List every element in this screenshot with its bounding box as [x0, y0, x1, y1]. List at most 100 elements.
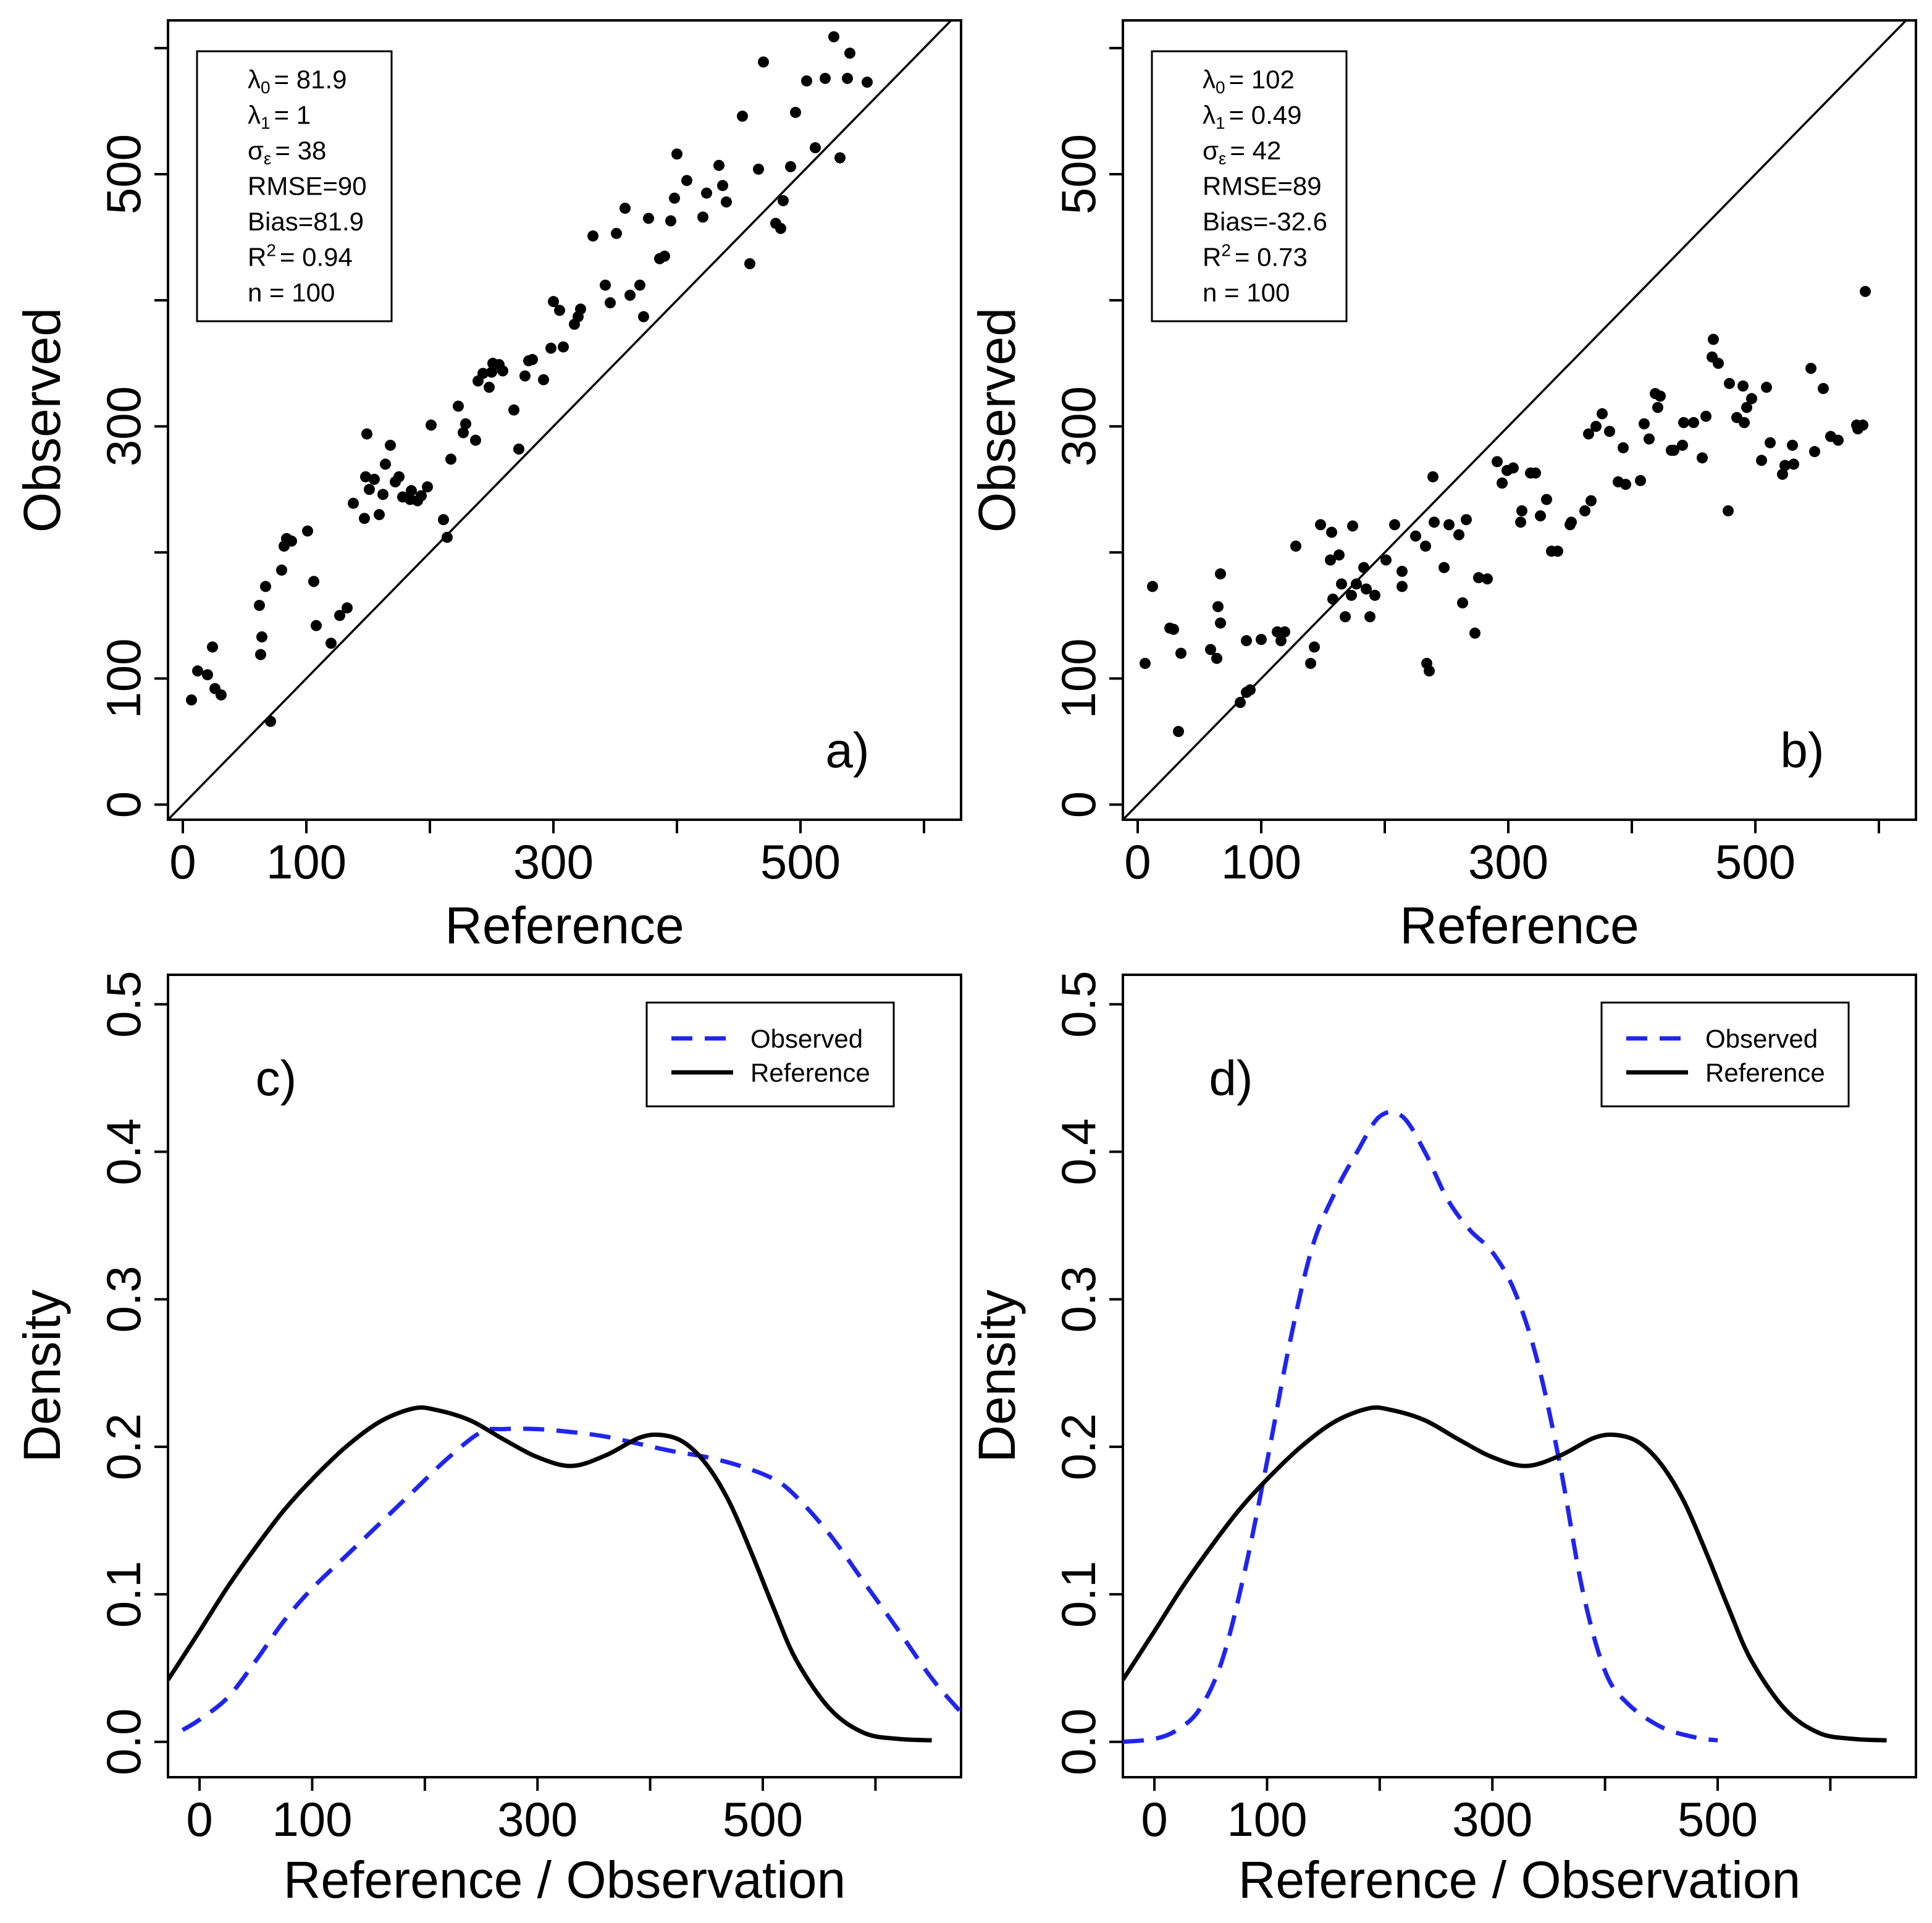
stats-symbol: R: [1203, 243, 1221, 272]
data-point: [1552, 545, 1563, 557]
stats-line: σε = 38: [248, 136, 326, 168]
data-point: [1515, 516, 1526, 528]
data-point: [308, 576, 319, 587]
data-point: [442, 531, 453, 543]
data-point: [192, 665, 203, 677]
legend-label: Reference: [750, 1058, 870, 1087]
data-point: [1457, 597, 1468, 608]
stats-line: Bias=81.9: [248, 207, 364, 236]
x-tick-label: 0: [186, 1792, 212, 1846]
data-point: [1427, 471, 1438, 482]
data-point: [1713, 358, 1724, 369]
stats-value: = 42: [1230, 136, 1281, 165]
data-point: [842, 72, 853, 84]
stats-symbol: n = 100: [1203, 278, 1290, 307]
data-point: [422, 481, 433, 493]
stats-line: Bias=-32.6: [1203, 207, 1327, 236]
y-tick-label: 0.1: [1051, 1561, 1106, 1628]
x-tick-label: 300: [513, 835, 594, 889]
data-point: [1396, 565, 1408, 577]
panel-a: 0 100 300 500 Reference 0 100 300 500 Observed a) λ…: [13, 19, 962, 954]
data-point: [697, 211, 708, 223]
data-point: [844, 48, 855, 59]
y-tick-label: 100: [1051, 638, 1106, 718]
data-point: [1473, 572, 1484, 584]
data-point: [1833, 434, 1844, 446]
x-tick-label: 300: [1452, 1792, 1532, 1846]
data-point: [527, 354, 538, 366]
data-point: [1655, 390, 1666, 402]
data-point: [1215, 568, 1226, 580]
data-point: [538, 374, 549, 385]
data-point: [1860, 285, 1871, 297]
x-axis-label: Reference: [445, 896, 684, 954]
data-point: [778, 195, 789, 206]
data-point: [1482, 573, 1493, 585]
data-point: [302, 525, 313, 537]
data-point: [1358, 562, 1369, 573]
data-point: [1818, 382, 1829, 394]
plot-area: [168, 1405, 961, 1743]
stats-subscript: 1: [1216, 114, 1225, 133]
data-point: [1429, 516, 1440, 528]
x-tick-label: 300: [1468, 835, 1548, 889]
panel-label: b): [1780, 723, 1824, 778]
y-tick-label: 0.5: [1051, 971, 1106, 1038]
data-point: [701, 187, 712, 199]
stats-box-frame: [1151, 50, 1348, 322]
data-point: [545, 342, 556, 354]
data-point: [669, 192, 680, 204]
data-point: [508, 404, 519, 416]
stats-symbol: RMSE=89: [1203, 172, 1322, 201]
identity-line: [1123, 20, 1908, 820]
data-point: [1241, 635, 1252, 647]
x-axis: 0 100 300 500 Reference: [1124, 818, 1880, 954]
data-point: [374, 509, 385, 521]
data-point: [260, 581, 271, 592]
panel-label: d): [1209, 1051, 1253, 1106]
data-point: [1168, 623, 1179, 635]
data-point: [1380, 554, 1392, 566]
data-point: [634, 279, 645, 291]
data-point: [1420, 541, 1431, 552]
data-point: [1364, 611, 1376, 623]
legend: Observed Reference: [1600, 1001, 1850, 1108]
data-point: [681, 175, 692, 187]
data-point: [377, 489, 388, 500]
data-point: [785, 161, 796, 172]
series-line-observed: [181, 1426, 961, 1732]
data-point: [717, 180, 728, 191]
plot-area: [1123, 1109, 1887, 1744]
data-point: [1346, 589, 1357, 601]
data-point: [1215, 617, 1226, 629]
y-tick-label: 0.1: [96, 1561, 151, 1628]
data-point: [1761, 381, 1772, 393]
stats-value: = 0.94: [280, 243, 353, 272]
data-point: [1805, 363, 1816, 374]
data-point: [311, 620, 322, 631]
data-point: [458, 427, 469, 439]
data-point: [1245, 684, 1256, 696]
data-point: [1205, 644, 1216, 655]
data-point: [624, 289, 636, 301]
data-point: [1147, 581, 1158, 592]
stats-line: λ0 = 81.9: [248, 65, 347, 97]
data-point: [406, 485, 417, 497]
y-tick-label: 500: [1051, 134, 1106, 214]
data-point: [416, 490, 427, 502]
data-point: [1326, 526, 1337, 538]
data-point: [1325, 554, 1336, 566]
data-point: [477, 368, 489, 379]
data-point: [359, 513, 370, 524]
data-point: [1618, 442, 1629, 453]
stats-symbol: R: [248, 243, 266, 272]
stats-symbol: λ: [248, 65, 261, 94]
panel-b: 0 100 300 500 Reference 0 100 300 500 Observed b) λ…: [968, 19, 1917, 954]
data-point: [334, 610, 345, 621]
y-axis: 0 100 300 500 Observed: [968, 46, 1124, 818]
data-point: [1739, 417, 1750, 429]
